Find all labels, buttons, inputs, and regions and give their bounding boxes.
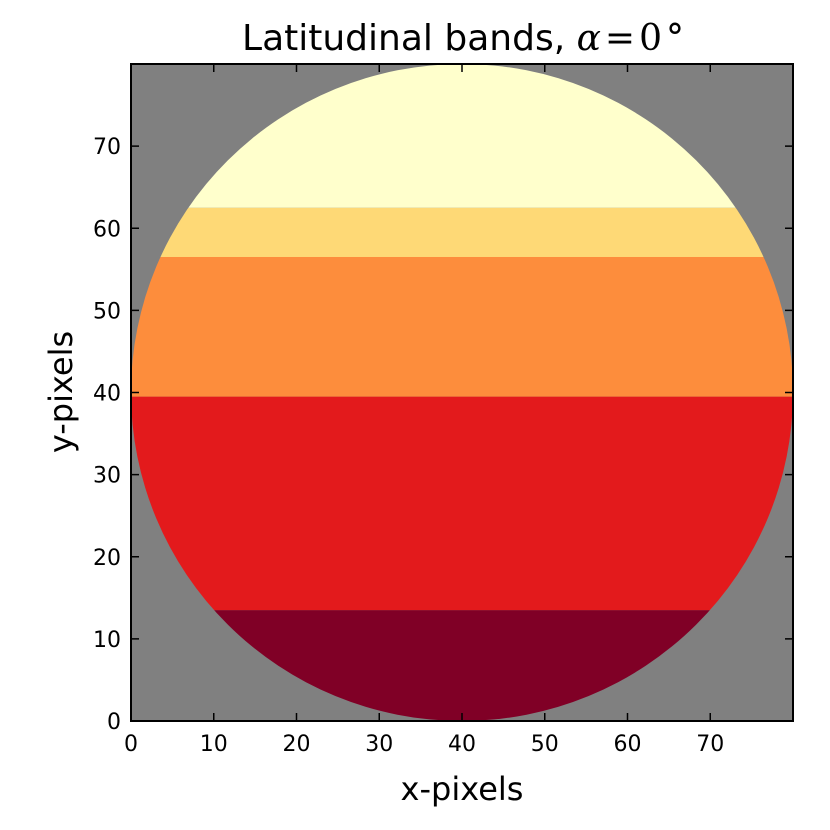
y-tick-label: 30	[93, 464, 121, 489]
plot-area	[130, 63, 794, 722]
x-tick-label: 70	[696, 732, 724, 757]
y-tick-label: 10	[93, 628, 121, 653]
y-tick-label: 50	[93, 299, 121, 324]
x-tick-label: 20	[283, 732, 311, 757]
chart-title-alpha: α	[577, 18, 601, 59]
y-tick-label: 60	[93, 217, 121, 242]
y-tick-label: 40	[93, 382, 121, 407]
y-tick-label: 70	[93, 135, 121, 160]
x-axis-label: x-pixels	[401, 770, 524, 808]
disk	[131, 64, 793, 721]
y-axis-label: y-pixels	[42, 331, 80, 453]
band-3	[131, 207, 793, 257]
x-tick-label: 50	[531, 732, 559, 757]
plot-clip-group	[131, 64, 793, 721]
chart-title-text: Latitudinal bands,	[242, 18, 577, 59]
axis-ticks: 0 10 20 30 40 50 60 70 0 10 20 30 40 50 60 70	[93, 64, 793, 757]
chart-title-value: 0	[639, 18, 662, 59]
chart-title-degree: °	[666, 18, 684, 59]
y-tick-label: 20	[93, 546, 121, 571]
x-tick-label: 30	[365, 732, 393, 757]
x-tick-label: 10	[200, 732, 228, 757]
x-tick-label: 60	[614, 732, 642, 757]
band-1	[131, 396, 793, 611]
chart-title-equals: =	[605, 18, 635, 59]
band-2	[131, 256, 793, 397]
x-tick-label: 0	[124, 732, 138, 757]
chart-title: Latitudinal bands, α = 0 °	[242, 18, 684, 59]
y-tick-label: 0	[107, 710, 121, 735]
x-tick-label: 40	[448, 732, 476, 757]
